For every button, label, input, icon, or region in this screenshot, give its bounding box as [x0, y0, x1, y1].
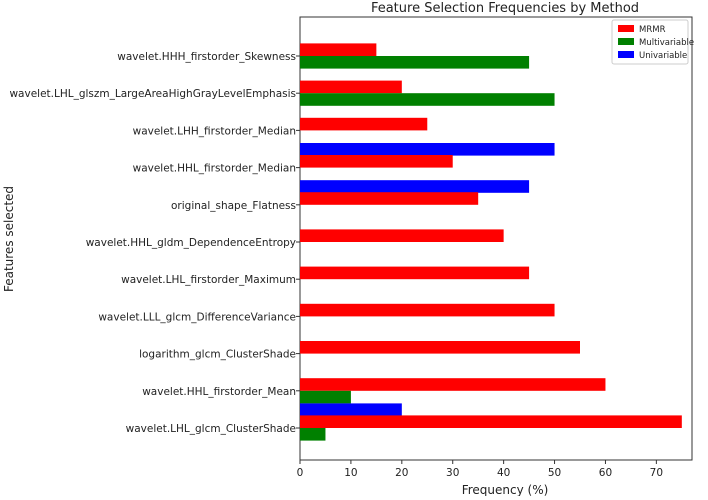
legend-label: Multivariable — [639, 38, 694, 48]
bar-mrmr — [300, 303, 555, 317]
bar-mrmr — [300, 80, 402, 94]
bar-mrmr — [300, 117, 428, 131]
bar-multivariable — [300, 390, 351, 404]
category-label: wavelet.LHL_firstorder_Maximum — [121, 274, 296, 286]
x-tick-label: 20 — [395, 467, 408, 479]
category-label: logarithm_glcm_ClusterShade — [139, 349, 296, 361]
bar-mrmr — [300, 192, 479, 205]
bar-mrmr — [300, 378, 606, 391]
x-tick-label: 70 — [650, 467, 663, 479]
bar-univariable — [300, 143, 555, 156]
category-label: wavelet.HHH_firstorder_Skewness — [117, 51, 296, 63]
x-axis-title: Frequency (%) — [462, 483, 549, 496]
x-tick-label: 30 — [446, 467, 459, 479]
category-label: wavelet.LHL_glcm_ClusterShade — [126, 423, 296, 435]
legend-swatch — [618, 25, 634, 32]
bar-multivariable — [300, 93, 555, 106]
category-label: wavelet.HHL_gldm_DependenceEntropy — [86, 237, 296, 249]
legend-label: MRMR — [639, 25, 666, 35]
x-axis-ticks: 0 10 20 30 40 50 60 70 — [296, 55, 663, 479]
chart-title: Feature Selection Frequencies by Method — [371, 1, 639, 16]
x-tick-label: 0 — [297, 467, 304, 479]
x-tick-label: 60 — [599, 467, 612, 479]
bars-layer — [300, 43, 682, 441]
bar-multivariable — [300, 56, 530, 69]
bar-mrmr — [300, 341, 580, 354]
category-label: wavelet.LLL_glcm_DifferenceVariance — [98, 311, 296, 323]
bar-mrmr — [300, 155, 453, 168]
x-tick-label: 40 — [497, 467, 510, 479]
category-label: original_shape_Flatness — [171, 200, 296, 212]
bar-mrmr — [300, 415, 682, 428]
x-tick-label: 10 — [344, 467, 357, 479]
bar-multivariable — [300, 428, 326, 441]
x-tick-label: 50 — [548, 467, 561, 479]
legend-swatch — [618, 51, 634, 58]
bar-univariable — [300, 403, 402, 416]
legend: MRMR Multivariable Univariable — [611, 19, 694, 65]
bar-univariable — [300, 180, 530, 193]
bar-mrmr — [300, 43, 377, 56]
legend-swatch — [618, 38, 634, 45]
category-label: wavelet.HHL_firstorder_Median — [133, 163, 296, 175]
legend-label: Univariable — [639, 51, 687, 61]
category-label: wavelet.HHL_firstorder_Mean — [142, 386, 296, 398]
bar-mrmr — [300, 229, 504, 242]
category-label: wavelet.LHL_glszm_LargeAreaHighGrayLevel… — [9, 88, 296, 100]
category-label: wavelet.LHH_firstorder_Median — [133, 125, 296, 137]
bar-mrmr — [300, 266, 530, 280]
category-labels: wavelet.HHH_firstorder_Skewness wavelet.L… — [9, 51, 296, 435]
y-axis-title: Features selected — [2, 186, 16, 292]
